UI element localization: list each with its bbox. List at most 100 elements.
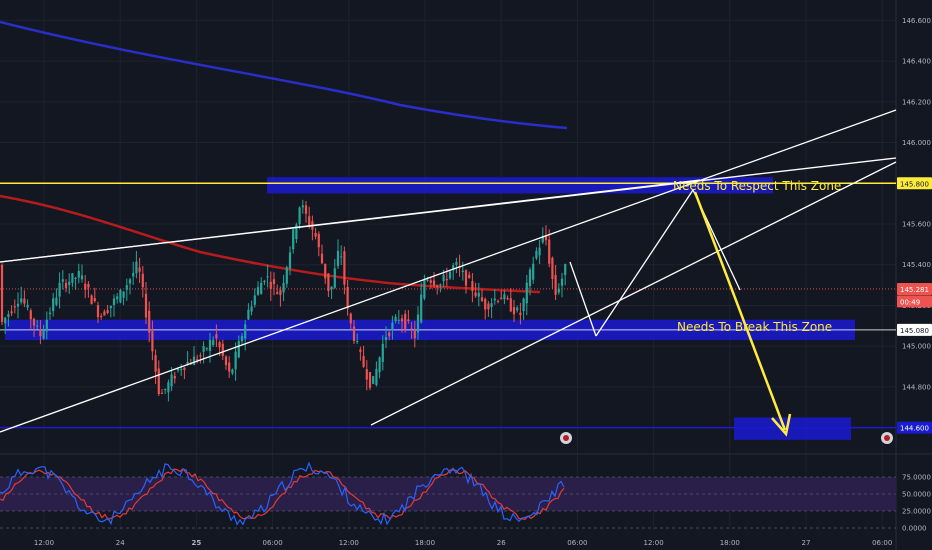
candle-body [189,363,192,365]
candle-body [218,342,221,348]
candle-body [247,309,250,320]
candle-body [64,283,68,288]
candle-body [423,279,426,299]
candle-body [55,297,58,305]
time-tick-label: 24 [116,539,125,547]
candle-body [356,341,359,343]
candle-body [464,270,468,286]
candle-body [541,235,544,243]
candle-body [448,271,452,279]
candle-body [471,281,474,292]
oscillator-tick-label: 50.0000 [902,491,931,499]
candle-body [548,239,551,264]
candle-body [16,303,20,307]
time-tick-label: 12:00 [644,539,664,547]
candle-body [439,284,442,286]
candle-body [260,282,263,295]
candle-body [557,288,560,293]
candle-body [74,277,77,279]
candle-body [477,292,480,297]
candle-body [224,356,228,366]
candle-body [109,305,112,309]
trend-line [0,157,897,263]
candle-body [87,283,90,288]
candle-body [343,251,346,285]
price-label-bg [897,282,932,295]
candle-body [554,275,557,295]
candle-body [525,282,528,304]
trend-line [569,261,597,337]
candle-body [512,307,516,315]
candle-body [410,328,413,330]
candle-body [397,319,400,321]
candle-body [93,298,96,302]
time-tick-label: 12:00 [34,539,54,547]
candle-body [362,356,365,367]
price-tick-label: 146.400 [902,58,931,66]
annotation-respect-zone: Needs To Respect This Zone [673,179,841,193]
candle-body [365,369,368,380]
candle-body [77,270,80,278]
price-tick-label: 145.400 [902,261,931,269]
candle-body [333,268,336,288]
candle-body [68,281,71,285]
candle-body [26,304,29,308]
time-tick-label: 06:00 [263,539,283,547]
candle-body [317,233,320,248]
candle-body [112,298,116,306]
price-label-bg [897,323,932,336]
candle-body [388,332,391,337]
candle-body [266,276,269,278]
price-label: 145.281 [900,286,929,294]
candle-body [298,207,301,225]
candle-body [244,324,247,339]
candle-body [516,307,519,311]
candle-body [202,346,205,352]
candle-body [394,316,397,322]
candle-body [282,283,285,293]
candle-body [340,256,343,258]
candle-body [52,298,55,312]
candle-body [0,264,4,323]
price-label-bg [897,177,932,190]
candle-body [420,294,423,323]
candle-body [320,253,324,264]
trend-line [595,189,694,337]
candle-body [192,356,196,365]
candle-body [90,295,93,305]
candle-body [141,273,144,288]
candle-body [154,355,157,372]
candle-body [285,267,288,284]
candle-body [80,275,84,280]
candle-body [144,293,148,318]
candle-body [256,287,260,295]
price-tick-label: 145.000 [902,343,931,351]
candle-body [10,311,13,314]
trend-line [0,109,897,433]
candle-body [461,270,464,273]
candle-body [381,343,384,362]
candle-body [58,282,61,297]
candle-body [528,269,532,287]
oscillator-tick-label: 25.0000 [902,508,931,516]
event-marker-dot [563,435,569,441]
price-label: 145.080 [900,327,929,335]
oscillator-tick-label: 0.0000 [902,525,927,533]
candle-body [404,313,407,329]
candle-body [436,285,439,288]
candle-body [180,368,183,370]
candle-body [292,229,295,250]
candle-body [128,279,132,284]
time-tick-label: 25 [192,539,202,547]
candle-body [336,250,340,267]
candle-body [295,224,298,240]
moving-average-red [0,194,541,294]
candle-body [359,349,362,352]
candle-body [135,261,138,274]
candle-body [506,298,509,300]
candle-body [221,343,224,356]
candle-body [253,295,256,305]
time-tick-label: 18:00 [720,539,740,547]
moving-average-blue [0,20,568,130]
